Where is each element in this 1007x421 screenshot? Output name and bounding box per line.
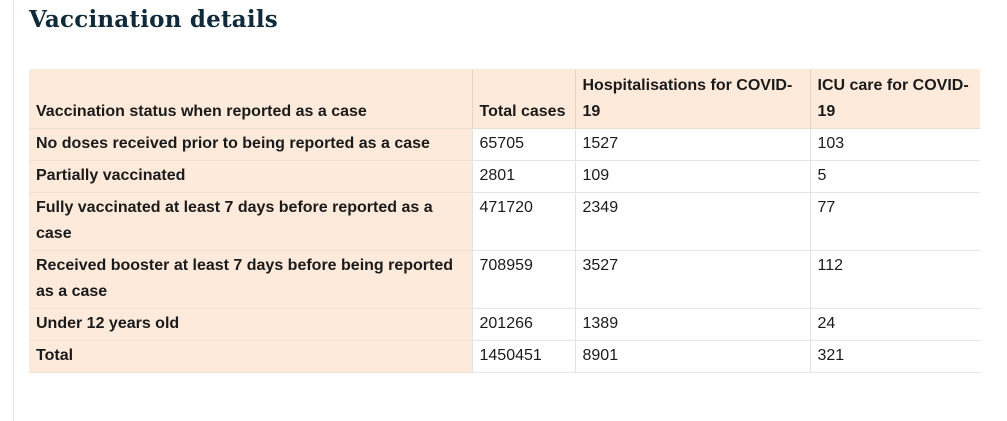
- table-row-total: Total 1450451 8901 321: [29, 340, 980, 373]
- table-row: Fully vaccinated at least 7 days before …: [29, 192, 980, 251]
- row-status: Total: [29, 340, 472, 373]
- cell-hospitalisations: 109: [574, 160, 810, 193]
- table-row: Received booster at least 7 days before …: [29, 250, 980, 309]
- cell-hospitalisations: 1389: [574, 308, 810, 341]
- row-status: Fully vaccinated at least 7 days before …: [29, 192, 472, 251]
- vaccination-table: Vaccination status when reported as a ca…: [29, 69, 980, 373]
- cell-hospitalisations: 1527: [574, 128, 810, 161]
- cell-icu: 321: [809, 340, 980, 373]
- cell-total-cases: 1450451: [471, 340, 575, 373]
- row-status: Under 12 years old: [29, 308, 472, 341]
- table-header-row: Vaccination status when reported as a ca…: [29, 69, 980, 129]
- cell-hospitalisations: 2349: [574, 192, 810, 251]
- row-status: No doses received prior to being reporte…: [29, 128, 472, 161]
- cell-icu: 24: [809, 308, 980, 341]
- cell-total-cases: 708959: [471, 250, 575, 309]
- row-status: Received booster at least 7 days before …: [29, 250, 472, 309]
- cell-icu: 77: [809, 192, 980, 251]
- header-icu-care: ICU care for COVID-19: [809, 69, 980, 129]
- cell-total-cases: 65705: [471, 128, 575, 161]
- page-title: Vaccination details: [29, 6, 278, 33]
- cell-total-cases: 2801: [471, 160, 575, 193]
- header-hospitalisations: Hospitalisations for COVID-19: [574, 69, 810, 129]
- table-row: Partially vaccinated 2801 109 5: [29, 160, 980, 193]
- cell-hospitalisations: 3527: [574, 250, 810, 309]
- cell-total-cases: 471720: [471, 192, 575, 251]
- row-status: Partially vaccinated: [29, 160, 472, 193]
- cell-total-cases: 201266: [471, 308, 575, 341]
- table-row: No doses received prior to being reporte…: [29, 128, 980, 161]
- cell-icu: 5: [809, 160, 980, 193]
- cell-hospitalisations: 8901: [574, 340, 810, 373]
- cell-icu: 103: [809, 128, 980, 161]
- header-total-cases: Total cases: [471, 69, 575, 129]
- header-vaccination-status: Vaccination status when reported as a ca…: [29, 69, 472, 129]
- table-row: Under 12 years old 201266 1389 24: [29, 308, 980, 341]
- cell-icu: 112: [809, 250, 980, 309]
- left-rule: [13, 0, 14, 421]
